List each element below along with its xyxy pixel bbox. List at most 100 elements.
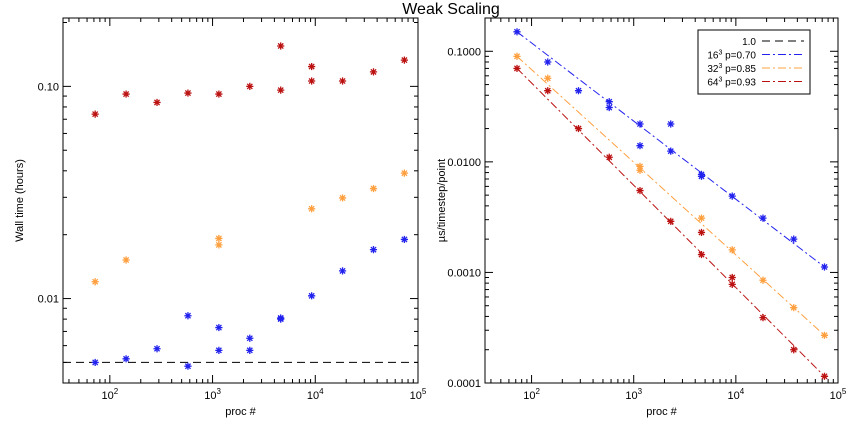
data-point-series-2: [277, 86, 285, 94]
data-point-series-1: [636, 120, 644, 128]
data-point-series-2: [820, 331, 829, 339]
fit-line-2: [516, 55, 825, 336]
data-point-series-0: [215, 346, 223, 354]
data-point-series-1: [667, 147, 675, 155]
data-point-series-2: [513, 52, 521, 60]
x-tick-label: 105: [830, 387, 847, 402]
data-point-series-3: [728, 280, 736, 288]
y-tick-label: 0.0010: [447, 267, 481, 279]
data-point-series-2: [277, 42, 285, 50]
legend-label-3: 643 p=0.93: [707, 77, 756, 89]
data-point-series-1: [215, 234, 223, 243]
data-point-series-1: [636, 142, 644, 150]
data-point-series-1: [369, 184, 378, 193]
data-point-series-1: [820, 263, 829, 271]
data-point-series-1: [667, 120, 675, 128]
plot-frame: [62, 17, 419, 384]
data-point-series-0: [122, 355, 130, 363]
x-tick-label: 104: [307, 387, 324, 402]
data-point-series-3: [605, 153, 613, 161]
x-axis-title: proc #: [225, 406, 256, 418]
data-point-series-1: [790, 235, 798, 243]
data-point-series-0: [184, 312, 192, 320]
data-point-series-2: [728, 246, 736, 254]
data-point-series-3: [790, 346, 798, 354]
data-point-series-2: [697, 214, 706, 222]
data-point-series-1: [122, 256, 130, 264]
data-point-series-3: [667, 217, 675, 225]
data-point-series-1: [574, 87, 583, 95]
x-tick-label: 103: [204, 387, 221, 402]
data-point-series-2: [184, 89, 192, 97]
data-point-series-2: [338, 77, 347, 85]
data-point-series-0: [338, 267, 347, 275]
data-point-series-2: [91, 110, 99, 118]
data-point-series-2: [308, 77, 316, 85]
data-point-series-1: [338, 194, 347, 202]
data-point-series-1: [697, 172, 706, 180]
data-point-series-3: [513, 64, 521, 73]
data-point-series-1: [91, 278, 99, 286]
data-point-series-0: [215, 323, 223, 332]
figure-title: Weak Scaling: [402, 1, 500, 18]
x-axis-title: proc #: [646, 406, 677, 418]
data-point-series-3: [759, 314, 767, 322]
data-point-series-3: [820, 372, 829, 380]
data-point-series-2: [215, 90, 223, 98]
y-tick-label: 0.1000: [447, 46, 481, 58]
data-point-series-2: [308, 62, 316, 71]
data-point-series-2: [759, 276, 767, 284]
data-point-series-2: [400, 56, 409, 64]
legend-label-0: 1.0: [742, 37, 756, 48]
data-point-series-2: [544, 74, 552, 82]
data-point-series-0: [246, 334, 254, 342]
data-point-series-2: [790, 304, 798, 312]
y-axis-title: Wall time (hours): [14, 159, 26, 242]
data-point-series-1: [544, 58, 552, 66]
legend-label-1: 163 p=0.70: [707, 50, 756, 62]
data-point-series-2: [153, 98, 161, 107]
data-point-series-0: [184, 362, 192, 370]
legend-label-2: 323 p=0.85: [707, 63, 756, 75]
x-tick-label: 103: [625, 387, 642, 402]
data-point-series-0: [308, 292, 316, 300]
data-point-series-2: [636, 166, 644, 174]
data-point-series-0: [277, 314, 285, 322]
data-point-series-0: [400, 235, 409, 244]
data-point-series-0: [246, 346, 254, 354]
data-point-series-1: [308, 205, 316, 213]
data-point-series-3: [544, 87, 552, 95]
x-tick-label: 105: [410, 387, 427, 402]
wall-time-panel: 102 103 104 105 0.01 0.10 proc # Wall time (hou…: [14, 17, 427, 418]
data-point-series-3: [697, 228, 706, 237]
data-point-series-2: [122, 90, 130, 98]
data-point-series-3: [636, 186, 644, 195]
data-point-series-2: [636, 162, 644, 170]
data-point-series-1: [728, 192, 736, 200]
data-point-series-1: [605, 98, 613, 106]
y-tick-label: 0.10: [38, 81, 59, 93]
data-point-series-1: [215, 241, 223, 249]
y-tick-label: 0.0100: [447, 157, 481, 169]
data-point-series-0: [369, 246, 378, 254]
y-tick-label: 0.01: [38, 294, 59, 306]
data-point-series-2: [246, 82, 254, 90]
data-point-series-0: [91, 358, 99, 367]
data-point-series-1: [605, 103, 613, 112]
timestep-panel: 102 103 104 105 0.0001 0.0010 0.0100 0.1000 proc…: [436, 17, 847, 418]
plot-frame: [484, 17, 839, 384]
y-tick-label: 0.0001: [447, 378, 481, 390]
x-tick-label: 102: [101, 387, 118, 402]
data-point-series-1: [513, 28, 521, 36]
data-point-series-2: [369, 68, 378, 76]
data-point-series-1: [759, 214, 767, 222]
x-tick-label: 104: [728, 387, 745, 402]
y-axis-title: µs/timestep/point: [436, 159, 448, 242]
data-point-series-0: [153, 345, 161, 353]
data-point-series-3: [574, 124, 583, 133]
data-point-series-3: [697, 250, 706, 259]
data-point-series-1: [400, 169, 409, 177]
x-tick-label: 102: [523, 387, 540, 402]
data-point-series-3: [728, 273, 736, 282]
